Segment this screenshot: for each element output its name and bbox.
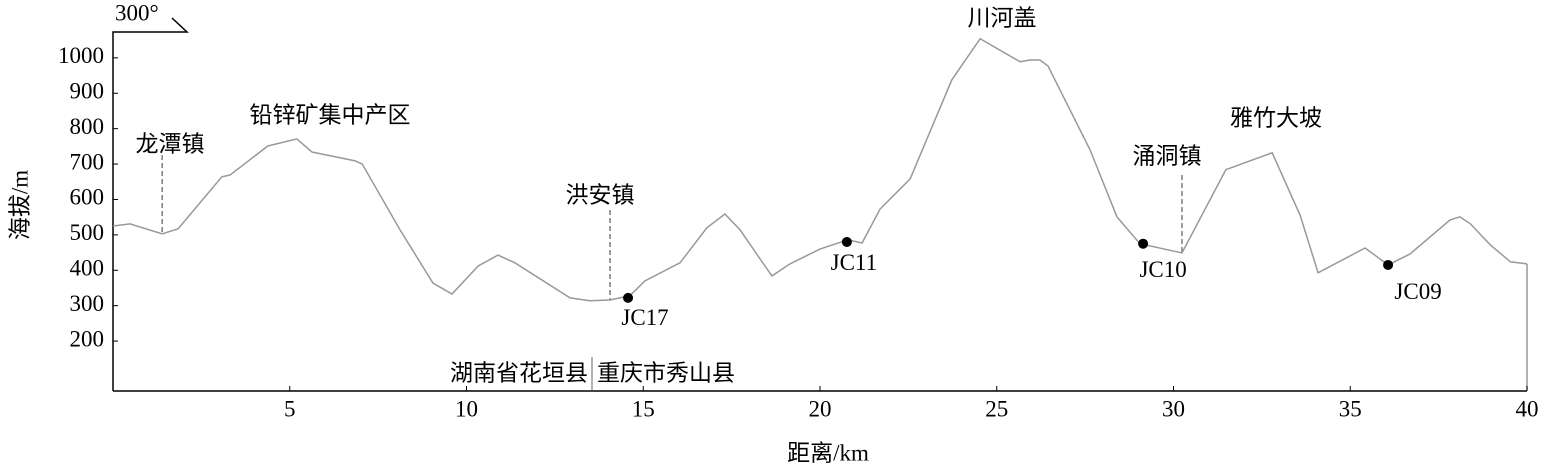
orientation-label: 300° (115, 0, 159, 25)
point-label: JC10 (1139, 257, 1186, 282)
x-tick-label: 35 (1339, 396, 1362, 421)
y-tick-label: 600 (70, 185, 105, 210)
place-label: 川河盖 (968, 5, 1037, 30)
place-label: 铅锌矿集中产区 (250, 102, 411, 127)
y-axis-title: 海拔/m (7, 170, 32, 240)
y-tick-label: 1000 (58, 43, 104, 68)
point-label: JC17 (621, 305, 668, 330)
y-tick-label: 500 (70, 220, 105, 245)
x-tick-label: 40 (1516, 396, 1539, 421)
x-tick-label: 5 (284, 396, 296, 421)
x-tick-label: 20 (809, 396, 832, 421)
sample-point (841, 236, 852, 247)
sample-point (1138, 238, 1149, 249)
point-label: JC11 (831, 250, 877, 275)
y-tick-label: 800 (70, 114, 105, 139)
sample-point (623, 292, 634, 303)
place-label: 涌洞镇 (1133, 143, 1202, 168)
region-label: 重庆市秀山县 (597, 360, 735, 385)
point-label: JC09 (1394, 279, 1441, 304)
y-tick-label: 200 (70, 326, 105, 351)
elevation-line (112, 37, 1528, 302)
x-tick-label: 15 (632, 396, 655, 421)
y-tick-label: 900 (70, 79, 105, 104)
place-label: 洪安镇 (566, 182, 635, 207)
y-tick-label: 700 (70, 149, 105, 174)
axis-frame (112, 17, 189, 391)
y-tick-label: 300 (70, 291, 105, 316)
y-tick-label: 400 (70, 256, 105, 281)
sample-point (1383, 259, 1394, 270)
x-tick-label: 25 (985, 396, 1008, 421)
x-axis-title: 距离/km (787, 440, 869, 465)
region-label: 湖南省花垣县 (450, 360, 588, 385)
x-tick-label: 10 (455, 396, 478, 421)
x-tick-label: 30 (1162, 396, 1185, 421)
place-label: 龙潭镇 (136, 131, 205, 156)
place-label: 雅竹大坡 (1230, 105, 1322, 130)
